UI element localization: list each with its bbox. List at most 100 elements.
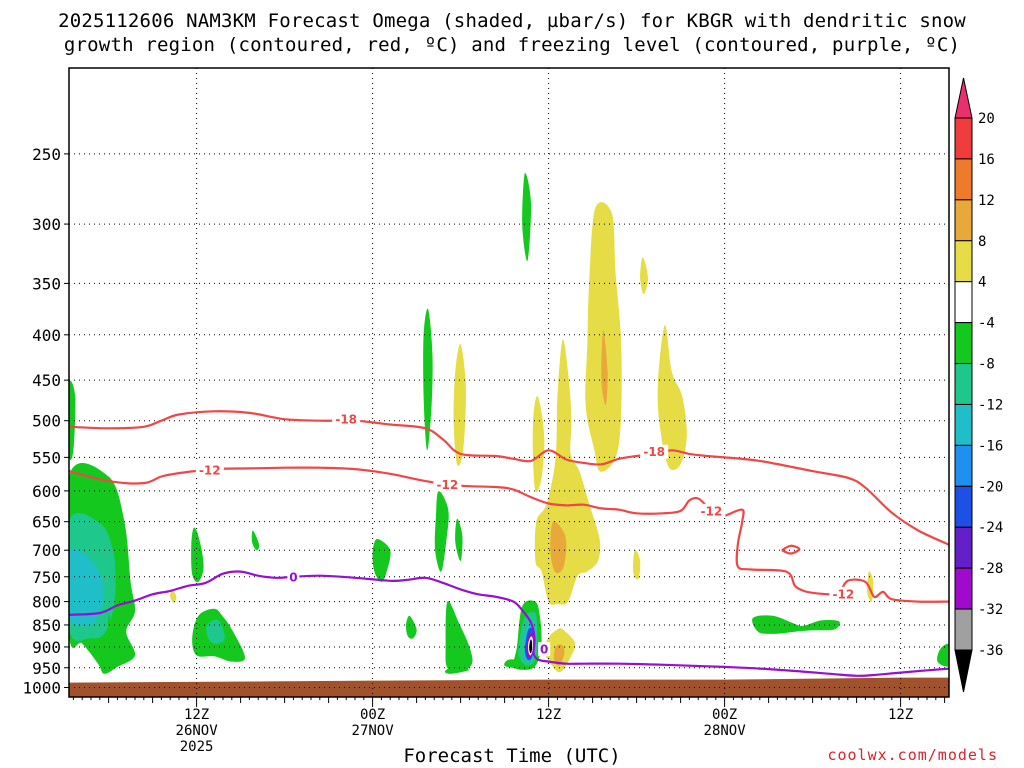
- x-tick-label: 00Z: [712, 707, 737, 723]
- colorbar-label: -24: [978, 520, 1003, 536]
- contour-label-bg: [697, 503, 726, 518]
- y-tick-label: 850: [32, 616, 61, 635]
- y-tick-label: 750: [32, 568, 61, 587]
- colorbar-label: -36: [978, 643, 1003, 659]
- colorbar-label: -20: [978, 479, 1003, 495]
- omega-shade: [69, 380, 76, 461]
- y-tick-label: 550: [32, 448, 61, 467]
- contour-label: -12: [829, 586, 858, 601]
- contour-lines: -18 -18 -12 -12 -12 -12 0 0: [69, 410, 949, 677]
- x-tick-label: 28NOV: [704, 723, 747, 739]
- colorbar-label: -8: [978, 357, 995, 373]
- colorbar-swatch: [954, 403, 973, 446]
- contour-label-bg: [829, 586, 858, 601]
- colorbar-swatch: [954, 199, 973, 242]
- colorbar-top-triangle: [954, 77, 973, 119]
- colorbar-label: 16: [978, 152, 995, 168]
- contour-line: [781, 544, 801, 555]
- credit-text: coolwx.com/models: [827, 746, 998, 764]
- y-tick-label: 700: [32, 541, 61, 560]
- contour-label: -18: [332, 412, 361, 427]
- omega-shade: [191, 527, 204, 583]
- colorbar-label: -28: [978, 561, 1003, 577]
- omega-shade: [632, 549, 641, 580]
- colorbar-bottom-triangle: [954, 649, 973, 693]
- y-tick-label: 450: [32, 371, 61, 390]
- omega-shade: [251, 530, 260, 551]
- y-tick-label: 800: [32, 593, 61, 612]
- contour-label-text: -18: [643, 445, 665, 459]
- colorbar-swatch: [954, 117, 973, 160]
- y-tick-label: 350: [32, 274, 61, 293]
- x-tick-label: 12Z: [888, 707, 913, 723]
- colorbar-label: -32: [978, 602, 1003, 618]
- contour-label: -18: [640, 444, 669, 459]
- omega-shade: [937, 643, 949, 667]
- contour-label: 0: [287, 569, 300, 584]
- y-axis-pressure: 250 300 350 400 450 500 550 600 650 700 750 800 850 9…: [22, 145, 69, 697]
- y-tick-label: 500: [32, 412, 61, 431]
- y-tick-label: 950: [32, 659, 61, 678]
- omega-shade: [550, 521, 567, 574]
- contour-line: [69, 410, 949, 546]
- colorbar-label: 20: [978, 111, 995, 127]
- omega-shade: [532, 396, 545, 493]
- contour-label-bg: [332, 412, 361, 427]
- y-tick-label: 250: [32, 145, 61, 164]
- omega-shade: [445, 601, 473, 673]
- x-tick-label: 26NOV: [176, 723, 219, 739]
- omega-shade: [170, 589, 177, 603]
- omega-shade: [107, 613, 125, 660]
- contour-label-bg: [538, 642, 551, 657]
- colorbar-swatch: [954, 363, 973, 405]
- omega-shade: [434, 490, 449, 572]
- contour-label-bg: [195, 462, 224, 477]
- colorbar-swatch: [954, 567, 973, 610]
- omega-shade: [453, 343, 466, 467]
- colorbar-label: -12: [978, 397, 1003, 413]
- omega-shade: [522, 173, 532, 262]
- contour-label-text: -12: [701, 504, 723, 518]
- y-tick-label: 400: [32, 326, 61, 345]
- colorbar-swatch: [954, 526, 973, 569]
- contour-label-text: -12: [833, 587, 855, 601]
- colorbar-label: 12: [978, 193, 995, 209]
- contour-label: 0: [538, 642, 551, 657]
- x-tick-label: 12Z: [536, 707, 561, 723]
- omega-shade: [405, 615, 417, 639]
- y-tick-label: 300: [32, 215, 61, 234]
- contour-label-bg: [287, 569, 300, 584]
- plot-area: [69, 173, 949, 697]
- colorbar-swatch: [954, 322, 973, 365]
- omega-shade: [444, 667, 470, 674]
- colorbar-swatch: [954, 608, 973, 651]
- colorbar-swatch: [954, 444, 973, 487]
- contour-label-text: -18: [335, 413, 357, 427]
- y-tick-label: 1000: [22, 678, 61, 697]
- contour-label-text: -12: [199, 463, 221, 477]
- y-tick-label: 650: [32, 513, 61, 532]
- colorbar-swatch: [954, 485, 973, 528]
- contour-line: [69, 466, 949, 603]
- omega-shade: [69, 548, 104, 626]
- omega-shade: [601, 329, 608, 406]
- colorbar-label: 8: [978, 234, 986, 250]
- gridlines: [69, 68, 949, 697]
- plot-frame: [68, 67, 950, 698]
- colorbar-swatch: [954, 281, 973, 324]
- colorbar-label: -4: [978, 316, 995, 332]
- omega-shade: [657, 324, 687, 471]
- contour-label-text: 0: [540, 643, 548, 657]
- colorbar-label: 4: [978, 275, 986, 291]
- contour-label-bg: [640, 444, 669, 459]
- omega-shade: [372, 538, 391, 582]
- chart-title-line-1: 2025112606 NAM3KM Forecast Omega (shaded…: [58, 10, 966, 32]
- omega-shade: [423, 308, 433, 451]
- colorbar-swatch: [954, 240, 973, 283]
- colorbar-swatch: [954, 158, 973, 201]
- contour-label-text: -12: [437, 478, 459, 492]
- omega-shade: [640, 257, 649, 295]
- x-axis-label: Forecast Time (UTC): [403, 745, 621, 767]
- omega-shade: [206, 619, 225, 644]
